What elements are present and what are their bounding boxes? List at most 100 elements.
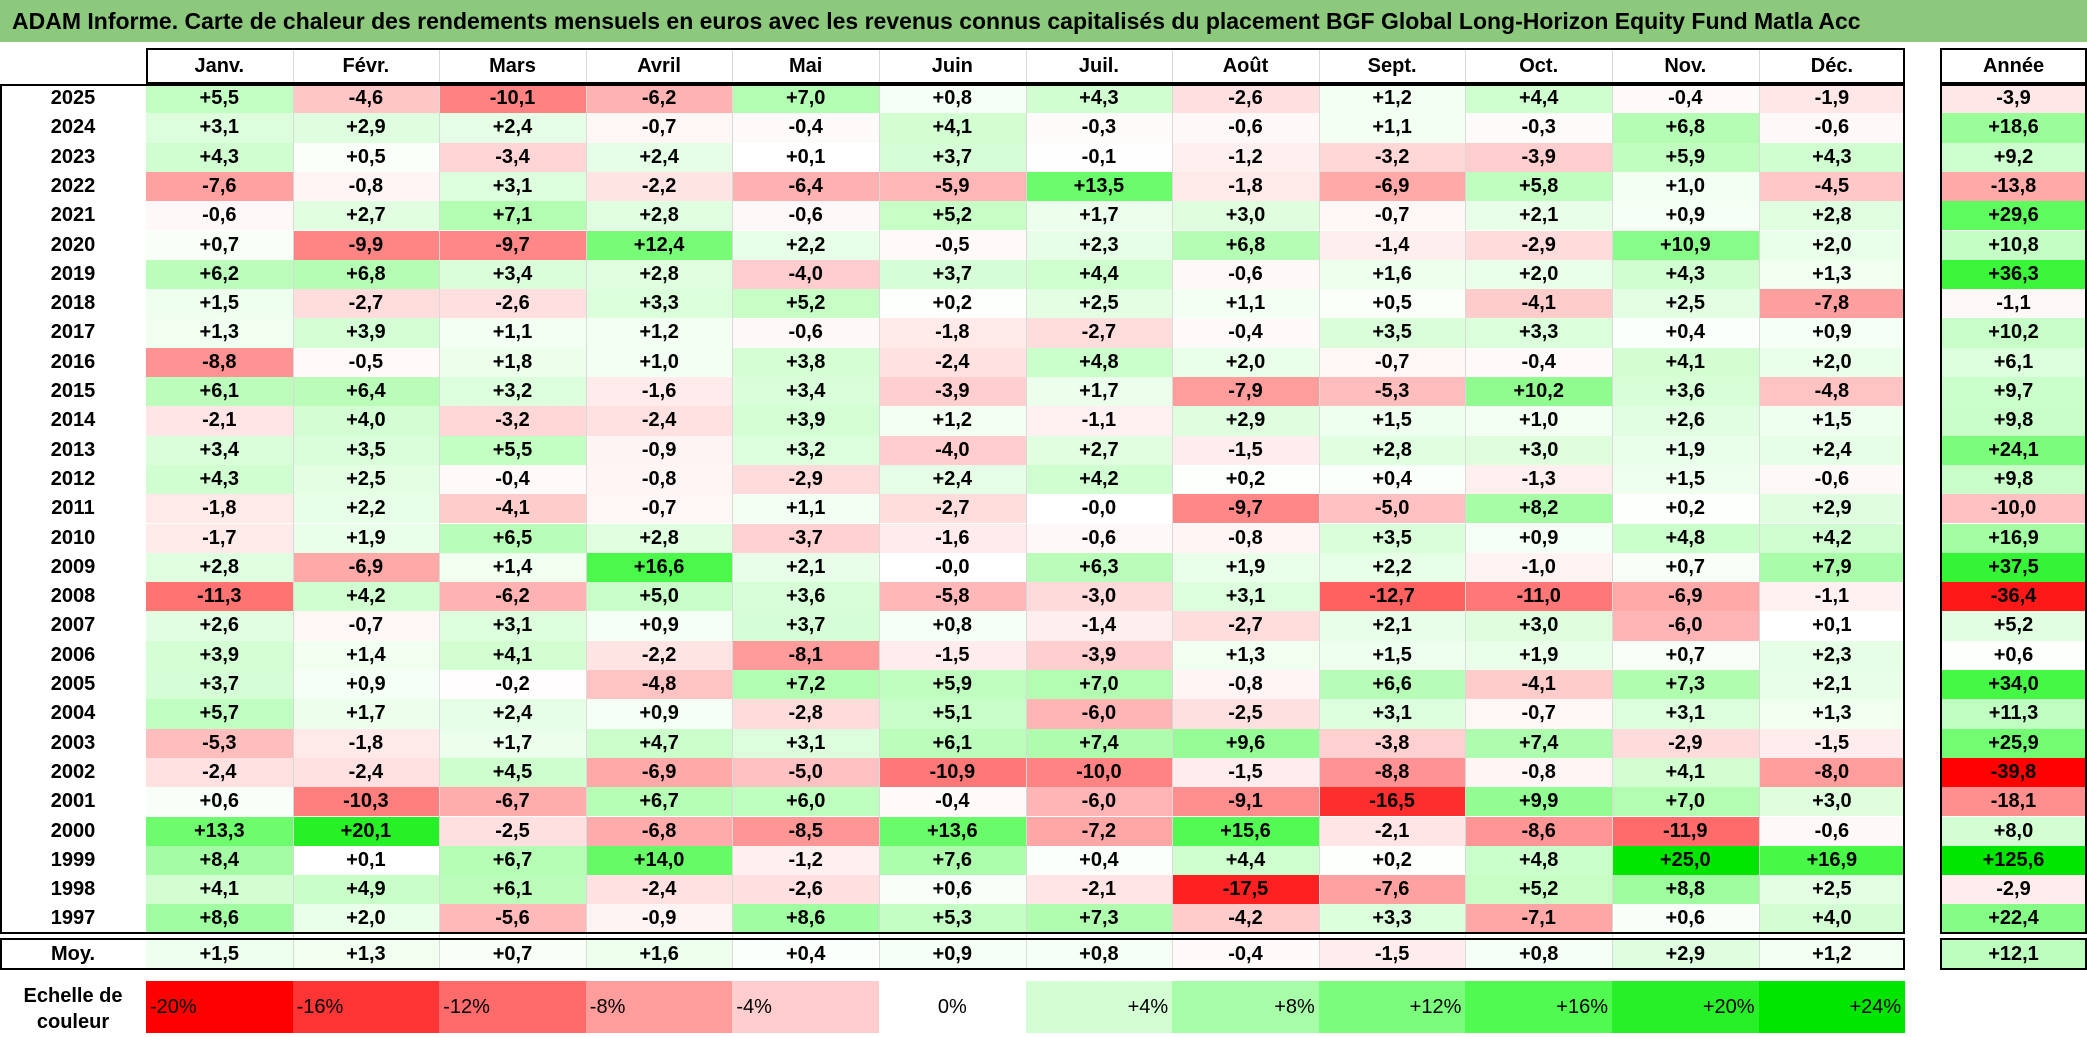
heatmap-cell: -0,0	[879, 552, 1026, 583]
heatmap-cell: -4,0	[732, 259, 879, 290]
heatmap-cell: +0,1	[1758, 611, 1906, 641]
heatmap-cell: +6,1	[146, 377, 293, 407]
heatmap-cell: +6,8	[1172, 230, 1319, 260]
year-total-header: Année	[1982, 55, 2045, 77]
heatmap-cell: +3,3	[585, 289, 733, 319]
heatmap-cell: -2,5	[439, 816, 586, 846]
heatmap-cell: -3,9	[1025, 640, 1173, 670]
heatmap-cell: -0,6	[1758, 464, 1906, 495]
heatmap-cell: -0,4	[1172, 318, 1319, 348]
grid-line	[585, 48, 587, 970]
heatmap-cell: +1,9	[1465, 640, 1612, 670]
heatmap-cell: -0,1	[1025, 142, 1173, 172]
heatmap-cell: +3,1	[1172, 582, 1319, 612]
heatmap-cell: +3,8	[732, 347, 879, 377]
heatmap-cell: -1,4	[1318, 230, 1466, 260]
heatmap-cell: +4,1	[1612, 347, 1759, 377]
heatmap-cell: -11,0	[1465, 582, 1612, 612]
grid-line	[1025, 48, 1027, 970]
heatmap-cell: +0,8	[879, 611, 1026, 641]
heatmap-cell: +3,0	[1465, 611, 1612, 641]
heatmap-cell: -0,6	[146, 201, 293, 231]
heatmap-cell: +5,2	[879, 201, 1026, 231]
heatmap-cell: -0,8	[1172, 670, 1319, 700]
color-scale-swatch: +20%	[1612, 981, 1759, 1033]
year-label: 2000	[50, 819, 96, 842]
heatmap-cell: +4,1	[879, 113, 1026, 143]
month-header: Mai	[789, 55, 823, 77]
heatmap-cell: +6,8	[292, 259, 440, 290]
heatmap-cell: +7,4	[1465, 728, 1612, 758]
heatmap-cell: +2,1	[1465, 201, 1612, 231]
heatmap-cell: -8,8	[146, 347, 293, 377]
heatmap-cell: +4,3	[146, 464, 293, 495]
average-cell: +2,9	[1612, 937, 1759, 970]
annual-return-cell: -39,8	[1940, 757, 2087, 788]
annual-return-cell: +29,6	[1940, 201, 2087, 231]
heatmap-cell: +1,1	[439, 318, 586, 348]
heatmap-cell: +10,9	[1612, 230, 1759, 260]
heatmap-cell: +1,3	[1758, 259, 1906, 290]
heatmap-cell: -9,7	[1172, 494, 1319, 524]
heatmap-cell: +3,4	[439, 259, 586, 290]
heatmap-cell: +13,6	[879, 816, 1026, 846]
year-label: 2024	[50, 116, 96, 139]
year-label: 1999	[50, 848, 96, 871]
heatmap-cell: +1,4	[439, 552, 586, 583]
heatmap-cell: +2,8	[585, 259, 733, 290]
heatmap-cell: +3,7	[146, 670, 293, 700]
heatmap-cell: +4,3	[1025, 84, 1173, 114]
heatmap-cell: +0,6	[1612, 904, 1759, 934]
heatmap-cell: -3,4	[439, 142, 586, 172]
heatmap-cell: +4,4	[1025, 259, 1173, 290]
heatmap-cell: +8,2	[1465, 494, 1612, 524]
heatmap-cell: +4,1	[439, 640, 586, 670]
heatmap-cell: +2,0	[1465, 259, 1612, 290]
heatmap-cell: +1,3	[1172, 640, 1319, 670]
heatmap-cell: -2,1	[146, 406, 293, 436]
heatmap-cell: +1,7	[1025, 201, 1173, 231]
heatmap-cell: +0,8	[879, 84, 1026, 114]
heatmap-cell: -1,7	[146, 523, 293, 553]
heatmap-cell: +5,2	[1465, 875, 1612, 905]
heatmap-cell: -2,4	[146, 757, 293, 788]
average-annual-cell: +12,1	[1940, 937, 2087, 970]
year-label: 2016	[50, 350, 96, 373]
color-scale-swatch: +16%	[1465, 981, 1612, 1033]
year-label: 2003	[50, 731, 96, 754]
heatmap-cell: -6,8	[585, 816, 733, 846]
annual-return-cell: +10,2	[1940, 318, 2087, 348]
heatmap-cell: -4,8	[585, 670, 733, 700]
heatmap-cell: +3,3	[1465, 318, 1612, 348]
heatmap-cell: -1,5	[1758, 728, 1906, 758]
heatmap-cell: +3,0	[1465, 435, 1612, 465]
heatmap-cell: +3,1	[1612, 699, 1759, 729]
average-cell: +1,6	[585, 937, 733, 970]
heatmap-cell: +4,0	[1758, 904, 1906, 934]
heatmap-cell: -12,7	[1318, 582, 1466, 612]
heatmap-cell: +0,7	[1612, 552, 1759, 583]
heatmap-cell: -2,4	[585, 875, 733, 905]
heatmap-cell: +1,3	[146, 318, 293, 348]
heatmap-cell: +25,0	[1612, 845, 1759, 876]
heatmap-cell: +2,4	[439, 113, 586, 143]
heatmap-cell: +4,2	[292, 582, 440, 612]
heatmap-cell: +2,8	[585, 201, 733, 231]
heatmap-cell: +1,9	[1612, 435, 1759, 465]
heatmap-cell: -0,7	[585, 113, 733, 143]
heatmap-cell: -0,8	[585, 464, 733, 495]
grid-line	[439, 48, 441, 970]
heatmap-cell: -8,5	[732, 816, 879, 846]
average-cell: +0,4	[732, 937, 879, 970]
heatmap-cell: -2,9	[1465, 230, 1612, 260]
color-scale-swatch: -20%	[146, 981, 293, 1033]
heatmap-cell: -0,6	[1758, 113, 1906, 143]
heatmap-cell: +3,6	[1612, 377, 1759, 407]
heatmap-cell: +2,2	[292, 494, 440, 524]
heatmap-cell: +2,2	[732, 230, 879, 260]
heatmap-cell: +1,7	[1025, 377, 1173, 407]
heatmap-cell: -2,5	[1172, 699, 1319, 729]
heatmap-cell: -8,1	[732, 640, 879, 670]
heatmap-cell: -0,4	[732, 113, 879, 143]
heatmap-cell: +0,2	[1612, 494, 1759, 524]
